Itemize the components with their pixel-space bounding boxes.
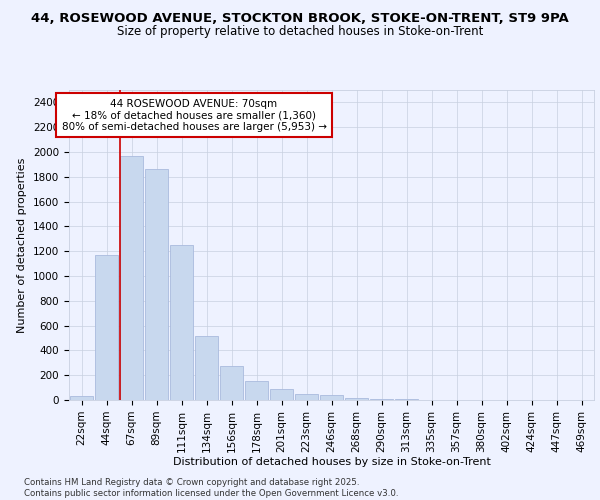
X-axis label: Distribution of detached houses by size in Stoke-on-Trent: Distribution of detached houses by size …	[173, 458, 490, 468]
Bar	[170, 245, 193, 400]
Bar	[120, 156, 143, 400]
Bar	[295, 394, 318, 400]
Bar	[345, 398, 368, 400]
Bar	[95, 255, 118, 400]
Y-axis label: Number of detached properties: Number of detached properties	[17, 158, 28, 332]
Bar	[195, 336, 218, 400]
Text: Size of property relative to detached houses in Stoke-on-Trent: Size of property relative to detached ho…	[117, 25, 483, 38]
Text: 44, ROSEWOOD AVENUE, STOCKTON BROOK, STOKE-ON-TRENT, ST9 9PA: 44, ROSEWOOD AVENUE, STOCKTON BROOK, STO…	[31, 12, 569, 26]
Bar	[270, 389, 293, 400]
Bar	[370, 399, 393, 400]
Bar	[320, 395, 343, 400]
Text: Contains HM Land Registry data © Crown copyright and database right 2025.
Contai: Contains HM Land Registry data © Crown c…	[24, 478, 398, 498]
Bar	[245, 382, 268, 400]
Bar	[70, 396, 93, 400]
Bar	[145, 170, 168, 400]
Bar	[220, 366, 243, 400]
Text: 44 ROSEWOOD AVENUE: 70sqm
← 18% of detached houses are smaller (1,360)
80% of se: 44 ROSEWOOD AVENUE: 70sqm ← 18% of detac…	[62, 98, 326, 132]
